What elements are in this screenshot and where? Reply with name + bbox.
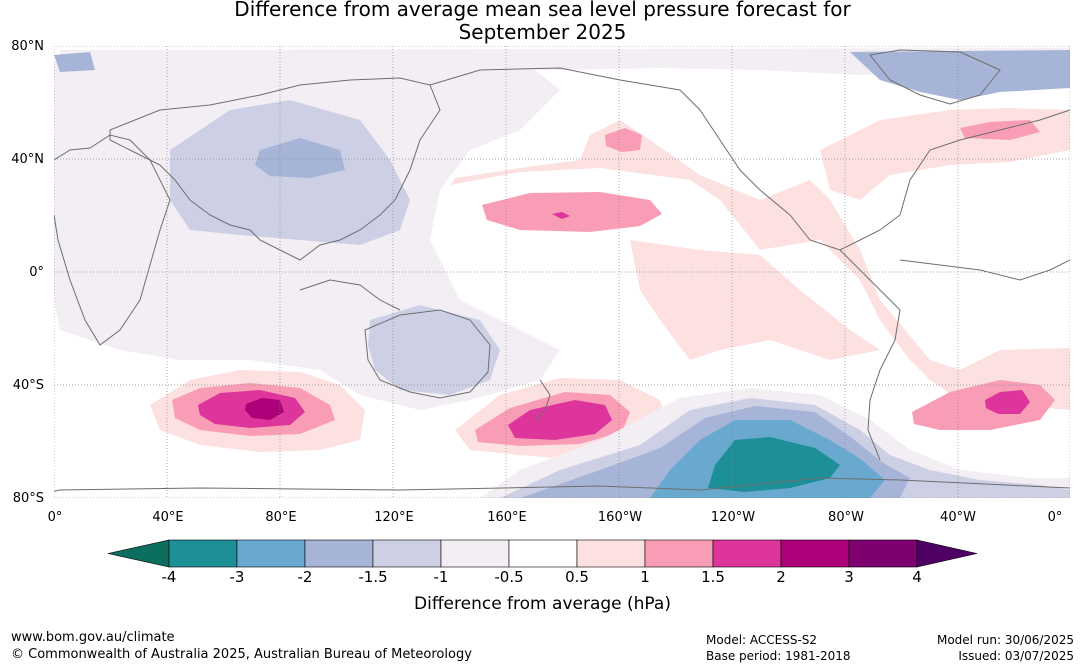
colorbar-swatch — [508, 539, 578, 568]
colorbar-swatch — [712, 539, 782, 568]
colorbar-tick-label: 2 — [776, 568, 786, 586]
map-title-line2: September 2025 — [458, 20, 627, 44]
footer-url[interactable]: www.bom.gov.au/climate — [11, 630, 175, 645]
colorbar-tick-label: -1.5 — [358, 568, 388, 586]
colorbar-tick-label: 1 — [640, 568, 650, 586]
map-title-line1: Difference from average mean sea level p… — [234, 0, 851, 21]
anomaly-region-pacific-high-mid — [482, 192, 662, 232]
lon-label-120e: 120°E — [374, 510, 414, 525]
colorbar-under-arrow — [107, 539, 170, 568]
lon-label-120w: 120°W — [710, 510, 756, 525]
colorbar-tick-label: 0.5 — [565, 568, 589, 586]
colorbar-swatch — [168, 539, 238, 568]
anomaly-region-n-pacific-high-core — [605, 128, 642, 152]
lat-label-80s: 80°S — [12, 491, 44, 506]
lon-label-40w: 40°W — [940, 510, 976, 525]
colorbar-tick-label: -1 — [433, 568, 449, 586]
colorbar-tick-label: 4 — [912, 568, 922, 586]
colorbar-swatch — [644, 539, 714, 568]
colorbar-swatch — [440, 539, 510, 568]
anomaly-region-southern-ocean-low-core — [708, 437, 840, 492]
anomaly-region-indian-high-core — [245, 398, 284, 420]
lon-label-0-right: 0° — [1047, 510, 1063, 525]
footer-issued: Issued: 03/07/2025 — [958, 649, 1074, 663]
lat-label-40n: 40°N — [11, 152, 44, 167]
footer-copyright: © Commonwealth of Australia 2025, Austra… — [11, 647, 472, 662]
lon-label-40e: 40°E — [152, 510, 184, 525]
lat-label-80n: 80°N — [11, 39, 44, 54]
footer-model: Model: ACCESS-S2 — [706, 633, 818, 647]
colorbar-tick-label: 1.5 — [701, 568, 725, 586]
colorbar-tick-label: -4 — [161, 568, 177, 586]
lon-label-80w: 80°W — [828, 510, 864, 525]
colorbar-over-arrow — [916, 539, 978, 568]
footer-base-period: Base period: 1981-2018 — [706, 649, 851, 663]
anomaly-region-tasman-high-inner — [508, 400, 612, 440]
anomaly-region-australia-low — [368, 305, 500, 395]
graticule — [54, 46, 1070, 498]
lon-label-160w: 160°W — [597, 510, 643, 525]
anomaly-region-nw-pacific-low — [54, 52, 95, 72]
colorbar-swatch — [576, 539, 646, 568]
anomaly-region-s-atlantic-high-inner — [985, 390, 1030, 414]
anomaly-region-arctic-low — [60, 48, 1070, 75]
lon-label-80e: 80°E — [265, 510, 297, 525]
colorbar-tick-label: 3 — [844, 568, 854, 586]
lon-label-0-left: 0° — [47, 510, 63, 525]
coastlines — [54, 49, 1070, 492]
anomaly-region-tropical-pacific-high — [630, 240, 880, 360]
lat-label-0: 0° — [29, 265, 44, 280]
pressure-anomaly-map — [54, 46, 1070, 498]
colorbar-swatch — [848, 539, 918, 568]
colorbar-swatch — [372, 539, 442, 568]
colorbar-title: Difference from average (hPa) — [414, 594, 671, 614]
lat-label-40s: 40°S — [12, 378, 44, 393]
colorbar-swatch — [780, 539, 850, 568]
anomaly-region-asia-core — [255, 138, 345, 178]
anomaly-region-pacific-high-core — [552, 212, 570, 219]
colorbar-swatch — [304, 539, 374, 568]
lon-label-160e: 160°E — [487, 510, 527, 525]
footer-model-run: Model run: 30/06/2025 — [936, 633, 1074, 647]
colorbar-tick-label: -0.5 — [494, 568, 524, 586]
colorbar-tick-label: -3 — [229, 568, 245, 586]
colorbar-swatch — [236, 539, 306, 568]
colorbar-tick-label: -2 — [297, 568, 313, 586]
